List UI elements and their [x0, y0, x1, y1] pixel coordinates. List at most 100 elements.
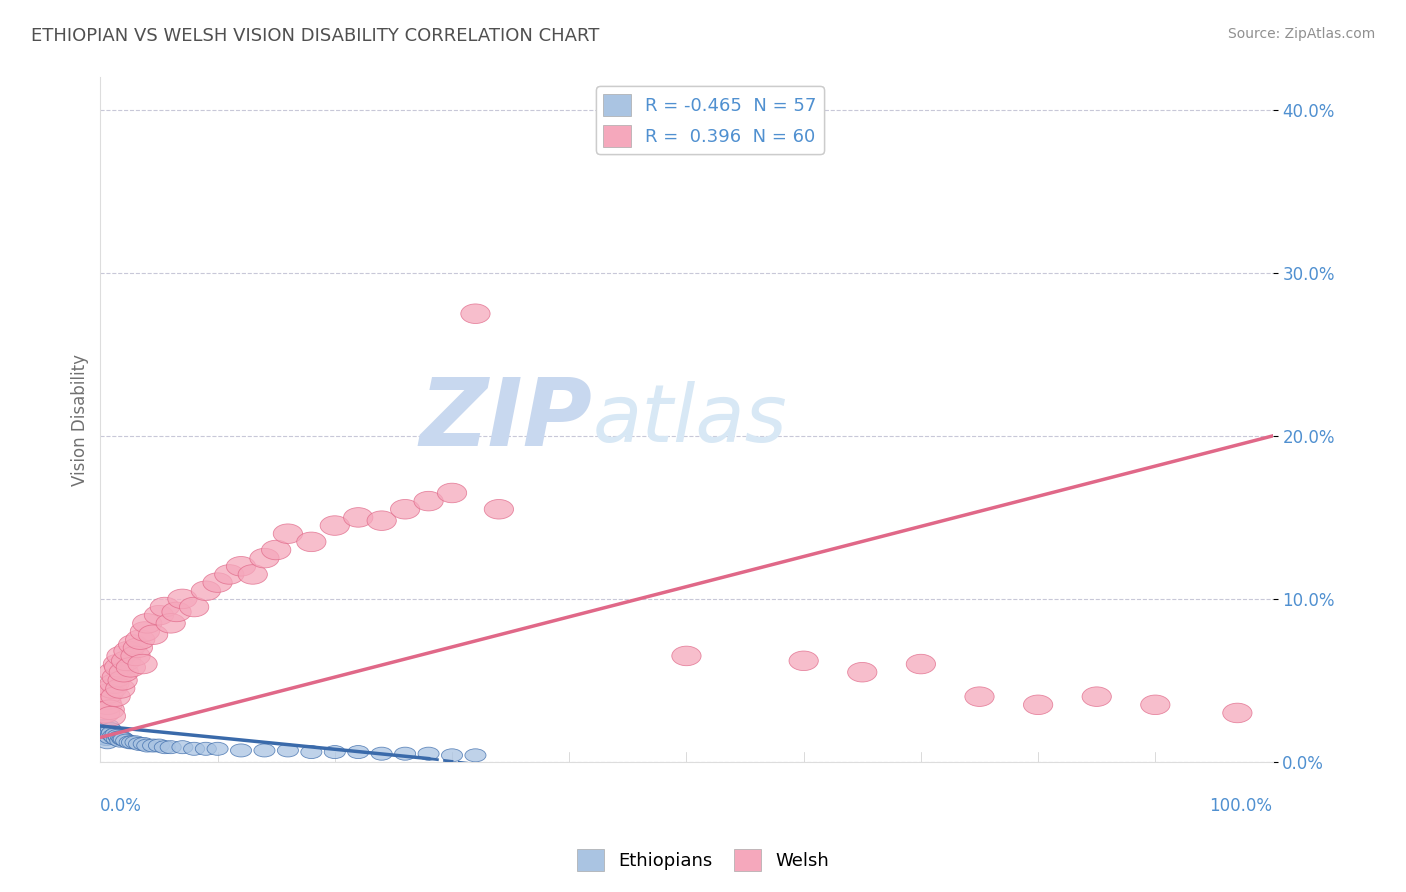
- Ellipse shape: [301, 746, 322, 758]
- Ellipse shape: [108, 731, 129, 744]
- Text: atlas: atlas: [593, 381, 787, 458]
- Ellipse shape: [441, 748, 463, 762]
- Ellipse shape: [93, 731, 114, 744]
- Y-axis label: Vision Disability: Vision Disability: [72, 353, 89, 485]
- Ellipse shape: [128, 738, 149, 750]
- Ellipse shape: [413, 491, 443, 511]
- Ellipse shape: [124, 638, 152, 657]
- Legend: R = -0.465  N = 57, R =  0.396  N = 60: R = -0.465 N = 57, R = 0.396 N = 60: [596, 87, 824, 154]
- Ellipse shape: [149, 739, 170, 752]
- Ellipse shape: [231, 744, 252, 757]
- Ellipse shape: [132, 614, 162, 633]
- Ellipse shape: [96, 732, 117, 746]
- Ellipse shape: [103, 655, 132, 673]
- Ellipse shape: [907, 655, 935, 673]
- Ellipse shape: [93, 731, 114, 744]
- Ellipse shape: [156, 614, 186, 633]
- Ellipse shape: [191, 581, 221, 600]
- Ellipse shape: [254, 744, 276, 757]
- Ellipse shape: [1083, 687, 1111, 706]
- Ellipse shape: [105, 679, 135, 698]
- Text: ZIP: ZIP: [420, 374, 593, 466]
- Ellipse shape: [93, 724, 114, 738]
- Ellipse shape: [207, 742, 228, 756]
- Ellipse shape: [90, 703, 120, 723]
- Ellipse shape: [848, 663, 877, 682]
- Ellipse shape: [103, 730, 124, 742]
- Ellipse shape: [437, 483, 467, 503]
- Ellipse shape: [297, 532, 326, 551]
- Ellipse shape: [1223, 703, 1251, 723]
- Ellipse shape: [98, 724, 120, 738]
- Ellipse shape: [94, 730, 115, 742]
- Ellipse shape: [96, 723, 117, 736]
- Ellipse shape: [112, 732, 134, 746]
- Ellipse shape: [101, 687, 131, 706]
- Ellipse shape: [1140, 695, 1170, 714]
- Ellipse shape: [100, 723, 121, 736]
- Ellipse shape: [226, 557, 256, 576]
- Ellipse shape: [367, 511, 396, 531]
- Ellipse shape: [131, 622, 159, 641]
- Ellipse shape: [98, 663, 128, 682]
- Ellipse shape: [238, 565, 267, 584]
- Ellipse shape: [100, 726, 121, 739]
- Ellipse shape: [347, 746, 368, 758]
- Ellipse shape: [145, 606, 173, 625]
- Ellipse shape: [965, 687, 994, 706]
- Ellipse shape: [167, 589, 197, 608]
- Ellipse shape: [94, 720, 115, 732]
- Ellipse shape: [121, 646, 150, 665]
- Ellipse shape: [107, 730, 128, 742]
- Ellipse shape: [93, 723, 114, 736]
- Ellipse shape: [195, 742, 217, 756]
- Ellipse shape: [343, 508, 373, 527]
- Ellipse shape: [108, 671, 138, 690]
- Ellipse shape: [325, 746, 346, 758]
- Ellipse shape: [120, 736, 141, 748]
- Ellipse shape: [321, 516, 350, 535]
- Legend: Ethiopians, Welsh: Ethiopians, Welsh: [569, 842, 837, 879]
- Ellipse shape: [789, 651, 818, 671]
- Ellipse shape: [672, 646, 702, 665]
- Ellipse shape: [104, 657, 134, 677]
- Ellipse shape: [180, 598, 208, 616]
- Ellipse shape: [117, 657, 145, 677]
- Ellipse shape: [371, 747, 392, 760]
- Ellipse shape: [160, 740, 181, 754]
- Ellipse shape: [96, 706, 125, 726]
- Ellipse shape: [96, 700, 124, 720]
- Ellipse shape: [250, 549, 280, 568]
- Ellipse shape: [91, 690, 121, 710]
- Ellipse shape: [155, 740, 176, 754]
- Text: ETHIOPIAN VS WELSH VISION DISABILITY CORRELATION CHART: ETHIOPIAN VS WELSH VISION DISABILITY COR…: [31, 27, 599, 45]
- Ellipse shape: [418, 747, 439, 760]
- Ellipse shape: [125, 736, 146, 748]
- Ellipse shape: [172, 740, 193, 754]
- Ellipse shape: [162, 602, 191, 622]
- Ellipse shape: [484, 500, 513, 519]
- Ellipse shape: [104, 731, 125, 744]
- Ellipse shape: [114, 641, 143, 661]
- Ellipse shape: [395, 747, 416, 760]
- Ellipse shape: [93, 695, 122, 714]
- Ellipse shape: [114, 732, 135, 746]
- Ellipse shape: [115, 734, 136, 747]
- Ellipse shape: [98, 720, 120, 732]
- Ellipse shape: [150, 598, 180, 616]
- Ellipse shape: [100, 673, 129, 693]
- Ellipse shape: [262, 541, 291, 560]
- Ellipse shape: [100, 728, 121, 740]
- Text: Source: ZipAtlas.com: Source: ZipAtlas.com: [1227, 27, 1375, 41]
- Ellipse shape: [97, 730, 118, 742]
- Ellipse shape: [184, 742, 205, 756]
- Ellipse shape: [94, 683, 124, 703]
- Ellipse shape: [97, 679, 127, 698]
- Ellipse shape: [142, 739, 163, 752]
- Ellipse shape: [461, 304, 491, 324]
- Ellipse shape: [277, 744, 298, 757]
- Ellipse shape: [110, 734, 131, 747]
- Ellipse shape: [136, 739, 157, 752]
- Ellipse shape: [121, 736, 142, 748]
- Ellipse shape: [103, 667, 131, 687]
